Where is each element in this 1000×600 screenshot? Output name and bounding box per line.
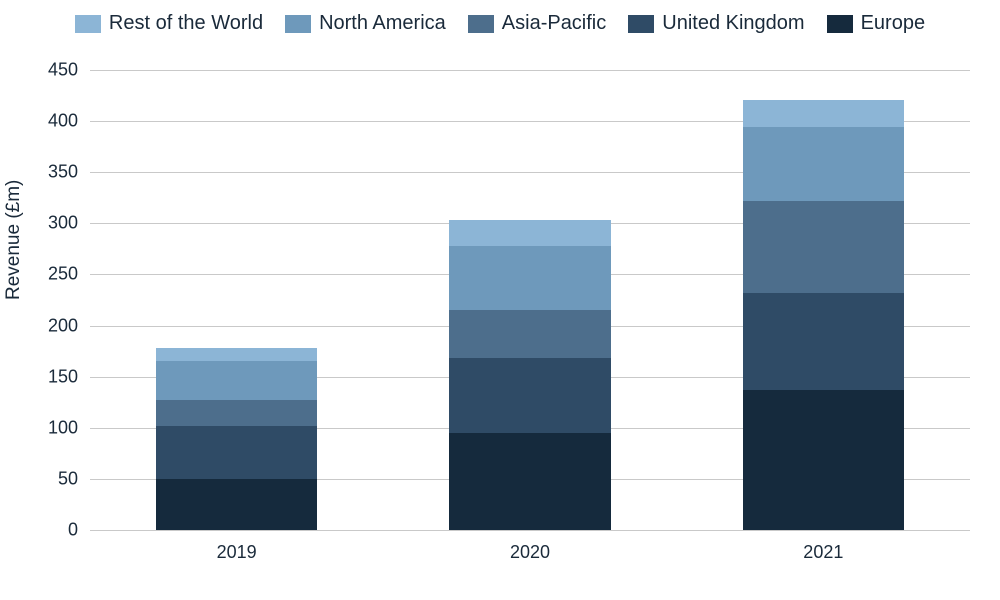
legend-label: Europe (861, 12, 926, 35)
y-tick-label: 450 (0, 60, 78, 81)
legend-item-europe: Europe (827, 12, 926, 35)
y-tick-label: 200 (0, 315, 78, 336)
y-tick-label: 150 (0, 366, 78, 387)
bar-segment-united_kingdom (743, 293, 904, 390)
bar-segment-rest_of_world (449, 220, 610, 246)
legend-item-united-kingdom: United Kingdom (628, 12, 804, 35)
bar-segment-rest_of_world (743, 100, 904, 128)
bar-segment-europe (156, 479, 317, 530)
bar-segment-united_kingdom (449, 358, 610, 433)
bar-segment-europe (449, 433, 610, 530)
bar-segment-asia_pacific (743, 201, 904, 293)
legend-swatch (827, 15, 853, 33)
legend-label: North America (319, 12, 446, 35)
x-tick-label: 2019 (217, 542, 257, 563)
bar-2021 (743, 100, 904, 530)
gridline (90, 530, 970, 531)
x-tick-label: 2020 (510, 542, 550, 563)
y-tick-label: 350 (0, 162, 78, 183)
bar-segment-europe (743, 390, 904, 530)
legend-swatch (75, 15, 101, 33)
legend-swatch (628, 15, 654, 33)
chart-legend: Rest of the World North America Asia-Pac… (0, 12, 1000, 35)
legend-swatch (285, 15, 311, 33)
bar-2020 (449, 220, 610, 530)
legend-label: United Kingdom (662, 12, 804, 35)
y-tick-label: 250 (0, 264, 78, 285)
bar-segment-north_america (156, 361, 317, 400)
bar-segment-rest_of_world (156, 348, 317, 361)
bar-segment-united_kingdom (156, 426, 317, 479)
legend-swatch (468, 15, 494, 33)
y-tick-label: 0 (0, 520, 78, 541)
legend-label: Asia-Pacific (502, 12, 606, 35)
y-tick-label: 400 (0, 111, 78, 132)
y-tick-label: 100 (0, 417, 78, 438)
plot-area (90, 70, 970, 530)
legend-label: Rest of the World (109, 12, 263, 35)
x-tick-label: 2021 (803, 542, 843, 563)
bar-segment-asia_pacific (156, 400, 317, 426)
bar-segment-north_america (449, 246, 610, 310)
y-tick-label: 50 (0, 468, 78, 489)
y-tick-label: 300 (0, 213, 78, 234)
legend-item-rest-of-world: Rest of the World (75, 12, 263, 35)
bar-segment-north_america (743, 127, 904, 201)
bar-2019 (156, 348, 317, 530)
legend-item-asia-pacific: Asia-Pacific (468, 12, 606, 35)
gridline (90, 70, 970, 71)
revenue-chart: Rest of the World North America Asia-Pac… (0, 0, 1000, 600)
legend-item-north-america: North America (285, 12, 446, 35)
bar-segment-asia_pacific (449, 310, 610, 358)
